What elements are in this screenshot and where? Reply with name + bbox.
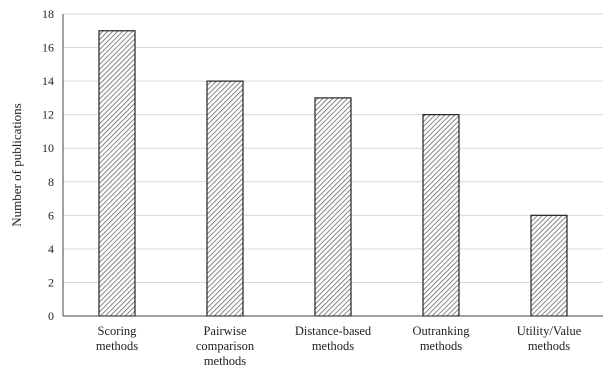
x-category-label-line: Pairwise xyxy=(203,324,247,338)
x-category-label-line: methods xyxy=(420,339,462,353)
x-category-label-line: Distance-based xyxy=(295,324,372,338)
axes xyxy=(62,14,603,317)
y-tick-label: 12 xyxy=(42,108,54,122)
x-category-label: Distance-based methods xyxy=(295,324,372,353)
y-tick-label: 2 xyxy=(48,275,54,289)
y-tick-label: 14 xyxy=(42,74,54,88)
x-category-label-line: methods xyxy=(96,339,138,353)
bar xyxy=(98,30,136,317)
x-category-label-line: methods xyxy=(204,354,246,368)
x-category-label-line: methods xyxy=(528,339,570,353)
y-tick-label: 18 xyxy=(42,7,54,21)
x-category-label-line: Scoring xyxy=(98,324,138,338)
x-category-label: Scoring methods xyxy=(96,324,138,353)
y-tick-label: 16 xyxy=(42,41,54,55)
y-tick-labels: 0 2 4 6 8 10 12 14 16 18 xyxy=(42,7,54,323)
y-tick-label: 6 xyxy=(48,208,54,222)
bar xyxy=(206,80,244,317)
x-category-label: Outranking methods xyxy=(413,324,471,353)
x-category-label-line: Outranking xyxy=(413,324,471,338)
y-tick-label: 10 xyxy=(42,141,54,155)
x-category-label: Utility/Value methods xyxy=(517,324,582,353)
x-category-label-line: Utility/Value xyxy=(517,324,582,338)
bar xyxy=(530,214,568,317)
y-axis-title: Number of publications xyxy=(9,103,24,226)
bar xyxy=(314,97,352,317)
x-category-label: Pairwise comparison methods xyxy=(196,324,255,368)
y-tick-label: 8 xyxy=(48,175,54,189)
bars xyxy=(98,30,568,317)
x-category-label-line: methods xyxy=(312,339,354,353)
y-tick-label: 0 xyxy=(48,309,54,323)
x-category-label-line: comparison xyxy=(196,339,255,353)
y-tick-label: 4 xyxy=(48,242,54,256)
bar xyxy=(422,114,460,317)
